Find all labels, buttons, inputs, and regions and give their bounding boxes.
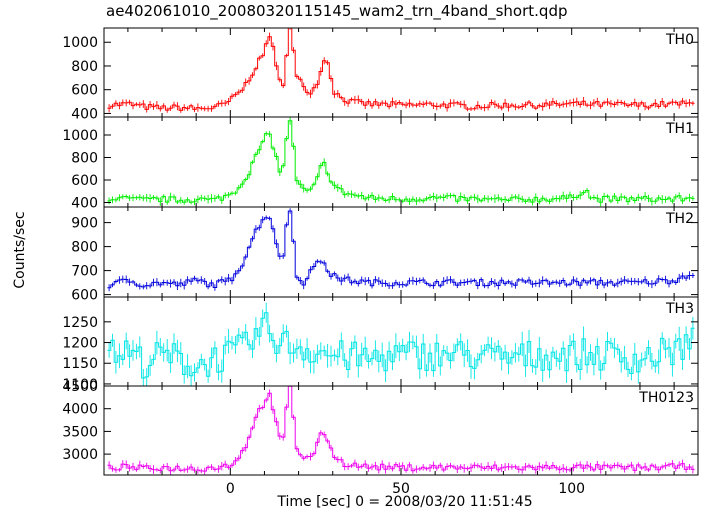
panel-label: TH2 — [665, 211, 694, 227]
y-tick-label: 800 — [71, 59, 98, 75]
x-tick-label: 100 — [558, 481, 585, 497]
y-tick-label: 600 — [71, 173, 98, 189]
y-tick-label: 1000 — [62, 35, 98, 51]
x-axis-label: Time [sec] 0 = 2008/03/20 11:51:45 — [277, 494, 533, 510]
y-tick-label: 3500 — [62, 424, 98, 440]
y-tick-label: 600 — [71, 83, 98, 99]
y-tick-label: 800 — [71, 151, 98, 167]
error-bars — [108, 386, 694, 475]
y-tick-label: 400 — [71, 196, 98, 212]
y-tick-label: 700 — [71, 264, 98, 280]
panel-label: TH0123 — [638, 390, 694, 406]
series-th3 — [107, 302, 695, 386]
y-tick-label: 4500 — [62, 379, 98, 395]
error-bars — [108, 117, 694, 207]
y-tick-label: 1200 — [62, 336, 98, 352]
series-th2 — [107, 208, 695, 292]
panel-frame — [103, 206, 699, 298]
series-line — [107, 28, 695, 111]
panel-label: TH1 — [665, 121, 694, 137]
y-tick-label: 1100 — [62, 377, 98, 393]
panel-frame — [103, 116, 699, 208]
chart-title: ae402061010_20080320115145_wam2_trn_4ban… — [106, 2, 568, 20]
series-line — [107, 210, 695, 289]
y-tick-label: 3000 — [62, 447, 98, 463]
y-tick-label: 1150 — [62, 356, 98, 372]
series-line — [107, 120, 695, 203]
y-tick-label: 4000 — [62, 402, 98, 418]
panel-th0123: 3000 3500 4000 4500 TH0123 0 50 100 — [62, 379, 699, 497]
x-tick-label: 50 — [392, 481, 410, 497]
panel-th0: 400 600 800 1000 TH0 — [62, 27, 699, 122]
panel-frame — [103, 385, 699, 476]
panel-th3: 1100 1150 1200 1250 TH3 — [62, 296, 699, 393]
y-tick-label: 400 — [71, 106, 98, 122]
panel-label: TH3 — [665, 301, 694, 317]
y-tick-label: 900 — [71, 216, 98, 232]
panel-label: TH0 — [665, 32, 694, 48]
series-th0123 — [107, 386, 695, 475]
panel-th2: 600 700 800 900 TH2 — [71, 206, 699, 304]
series-line — [107, 386, 695, 472]
y-tick-label: 1000 — [62, 128, 98, 144]
panel-th1: 400 600 800 1000 TH1 — [62, 116, 699, 212]
series-th1 — [107, 117, 695, 207]
series-line — [107, 312, 695, 379]
error-bars — [108, 28, 694, 113]
x-tick-label: 0 — [226, 481, 235, 497]
y-tick-label: 1250 — [62, 315, 98, 331]
y-tick-label: 800 — [71, 240, 98, 256]
y-tick-label: 600 — [71, 288, 98, 304]
series-th0 — [107, 28, 695, 113]
